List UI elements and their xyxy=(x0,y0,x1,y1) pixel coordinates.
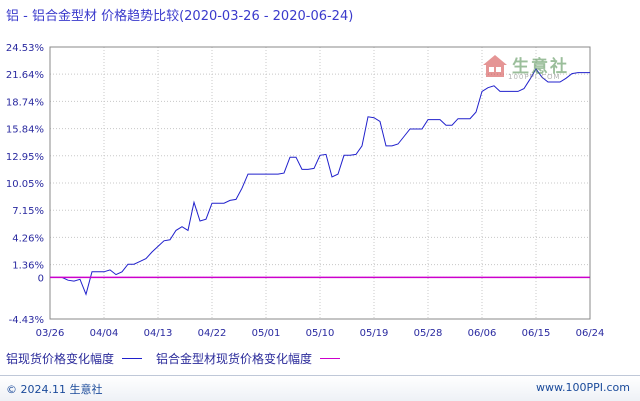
y-tick-label: 12.95% xyxy=(6,152,44,163)
x-tick-label: 05/10 xyxy=(306,328,335,339)
x-tick-label: 06/06 xyxy=(468,328,497,339)
x-tick-label: 03/26 xyxy=(36,328,65,339)
y-tick-label: 18.74% xyxy=(6,97,44,108)
y-tick-label: 4.26% xyxy=(12,233,44,244)
grid xyxy=(49,46,591,320)
legend-swatch-aluminum xyxy=(122,358,143,359)
y-tick-label: 10.05% xyxy=(6,179,44,190)
x-tick-label: 06/15 xyxy=(522,328,551,339)
axes xyxy=(49,46,591,320)
plot-border xyxy=(49,46,591,320)
legend-swatch-profile xyxy=(320,358,341,359)
legend-label-profile: 铝合金型材现货价格变化幅度 xyxy=(156,352,313,366)
house-icon xyxy=(483,55,507,77)
series-line-aluminum xyxy=(50,67,590,296)
x-tick-label: 05/01 xyxy=(252,328,281,339)
x-tick-label: 04/13 xyxy=(144,328,173,339)
y-tick-label: 24.53% xyxy=(6,43,44,54)
y-tick-label: 15.84% xyxy=(6,125,44,136)
y-tick-label: 21.64% xyxy=(6,70,44,81)
y-tick-labels: 24.53% 21.64% 18.74% 15.84% 12.95% 10.05% 7.15… xyxy=(6,43,44,326)
footer-site-link[interactable]: www.100PPI.com xyxy=(536,381,630,394)
x-tick-labels: 03/26 04/04 04/13 04/22 05/01 05/10 05/19 05/28… xyxy=(36,328,605,339)
series-lines xyxy=(50,67,590,296)
watermark-url: 100PPI.COM xyxy=(508,73,561,81)
legend-label-aluminum: 铝现货价格变化幅度 xyxy=(6,352,115,366)
x-tick-label: 04/22 xyxy=(198,328,227,339)
legend: 铝现货价格变化幅度 铝合金型材现货价格变化幅度 xyxy=(6,350,354,367)
footer-copyright: © 2024.11 生意社 xyxy=(6,383,103,396)
y-tick-label: -4.43% xyxy=(9,315,44,326)
watermark-logo: 生意社 100PPI.COM xyxy=(478,50,588,86)
chart-title: 铝 - 铝合金型材 价格趋势比较(2020-03-26 - 2020-06-24… xyxy=(6,9,354,24)
y-tick-label: 7.15% xyxy=(12,206,44,217)
footer: © 2024.11 生意社 www.100PPI.com xyxy=(0,375,640,401)
x-tick-label: 05/19 xyxy=(360,328,389,339)
x-tick-label: 04/04 xyxy=(90,328,119,339)
y-tick-label: 0 xyxy=(38,273,44,284)
x-tick-label: 05/28 xyxy=(414,328,443,339)
x-tick-label: 06/24 xyxy=(576,328,605,339)
watermark-brand: 生意社 xyxy=(512,57,569,77)
y-tick-label: 1.36% xyxy=(12,261,44,272)
